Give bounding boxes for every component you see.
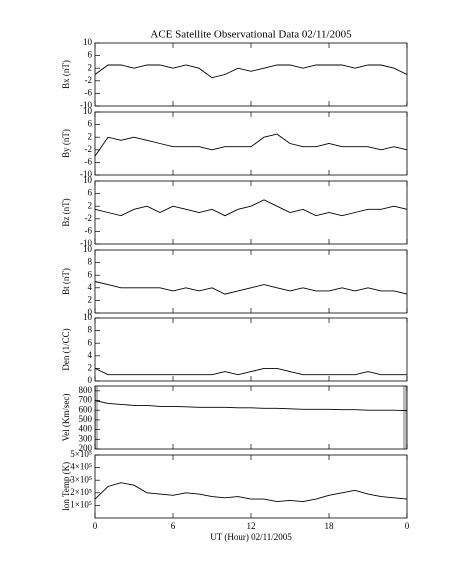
y-tick-label: 200: [79, 443, 93, 453]
y-tick-label: 4: [88, 282, 93, 292]
y-tick-label: 10: [83, 37, 93, 47]
y-tick-label: 2: [88, 294, 93, 304]
x-axis-label: UT (Hour) 02/11/2005: [210, 532, 292, 542]
panel-frame: [94, 42, 408, 107]
y-tick-label: 10: [83, 175, 93, 185]
y-tick-label: 10: [83, 106, 93, 116]
y-tick-label: 8: [88, 325, 93, 335]
y-axis-label: Bx (nT): [61, 60, 71, 89]
y-tick-label: 3×10⁵: [70, 474, 92, 484]
y-tick-label: 2: [88, 62, 93, 72]
y-tick-label: -10: [80, 238, 92, 248]
y-axis-label: Bt (nT): [61, 268, 71, 295]
data-line: [94, 482, 408, 503]
panel-frame: [94, 111, 408, 176]
y-tick-label: 2: [88, 200, 93, 210]
y-tick-label: 800: [79, 385, 93, 395]
y-tick-label: 300: [79, 433, 93, 443]
y-tick-label: 8: [88, 257, 93, 267]
y-tick-label: 10: [83, 312, 93, 322]
y-tick-label: 6: [88, 119, 93, 129]
y-tick-label: 6: [88, 188, 93, 198]
y-axis-label: Ion Temp (K): [61, 462, 71, 511]
panel-frame: [94, 249, 408, 314]
data-line: [94, 199, 408, 217]
y-tick-label: 6: [88, 50, 93, 60]
y-tick-label: -6: [85, 156, 93, 166]
y-tick-label: 1×10⁵: [70, 499, 92, 509]
x-tick-label: 18: [325, 521, 335, 531]
y-tick-label: -2: [85, 75, 93, 85]
panel-frame: [94, 385, 408, 450]
data-gap-shade: [95, 386, 98, 449]
y-tick-label: 700: [79, 395, 93, 405]
data-line: [94, 367, 407, 376]
y-axis-label: Den (1/CC): [61, 328, 71, 370]
y-tick-label: 6: [88, 269, 93, 279]
y-tick-label: -6: [85, 225, 93, 235]
data-line: [94, 400, 408, 412]
y-axis-label: Vel (Km/sec): [61, 394, 71, 442]
y-tick-label: -2: [85, 213, 93, 223]
x-tick-label: 0: [405, 521, 410, 531]
y-axis-label: Bz (nT): [61, 198, 71, 226]
x-tick-label: 0: [93, 521, 98, 531]
data-line: [94, 133, 408, 157]
y-tick-label: 2×10⁵: [70, 487, 92, 497]
y-tick-label: 6: [88, 337, 93, 347]
y-tick-label: -10: [80, 100, 92, 110]
panel-frame: [94, 180, 408, 245]
y-tick-label: 400: [79, 424, 93, 434]
y-tick-label: -2: [85, 144, 93, 154]
y-tick-label: -6: [85, 87, 93, 97]
panel-frame: [94, 454, 408, 519]
y-tick-label: 4×10⁵: [70, 462, 92, 472]
data-gap-shade: [403, 386, 407, 449]
x-tick-label: 6: [171, 521, 176, 531]
y-tick-label: 600: [79, 404, 93, 414]
data-line: [94, 281, 408, 295]
y-tick-label: 2: [88, 362, 93, 372]
y-tick-label: 500: [79, 414, 93, 424]
x-tick-label: 12: [247, 521, 256, 531]
y-tick-label: 10: [83, 244, 93, 254]
data-line: [94, 64, 408, 79]
y-tick-label: 2: [88, 131, 93, 141]
chart-title: ACE Satellite Observational Data 02/11/2…: [150, 29, 352, 41]
y-tick-label: 0: [88, 307, 93, 317]
y-tick-label: -10: [80, 169, 92, 179]
y-tick-label: 5×10⁵: [70, 449, 92, 459]
y-axis-label: By (nT): [61, 129, 71, 158]
y-tick-label: 4: [88, 350, 93, 360]
y-tick-label: 0: [88, 375, 93, 385]
